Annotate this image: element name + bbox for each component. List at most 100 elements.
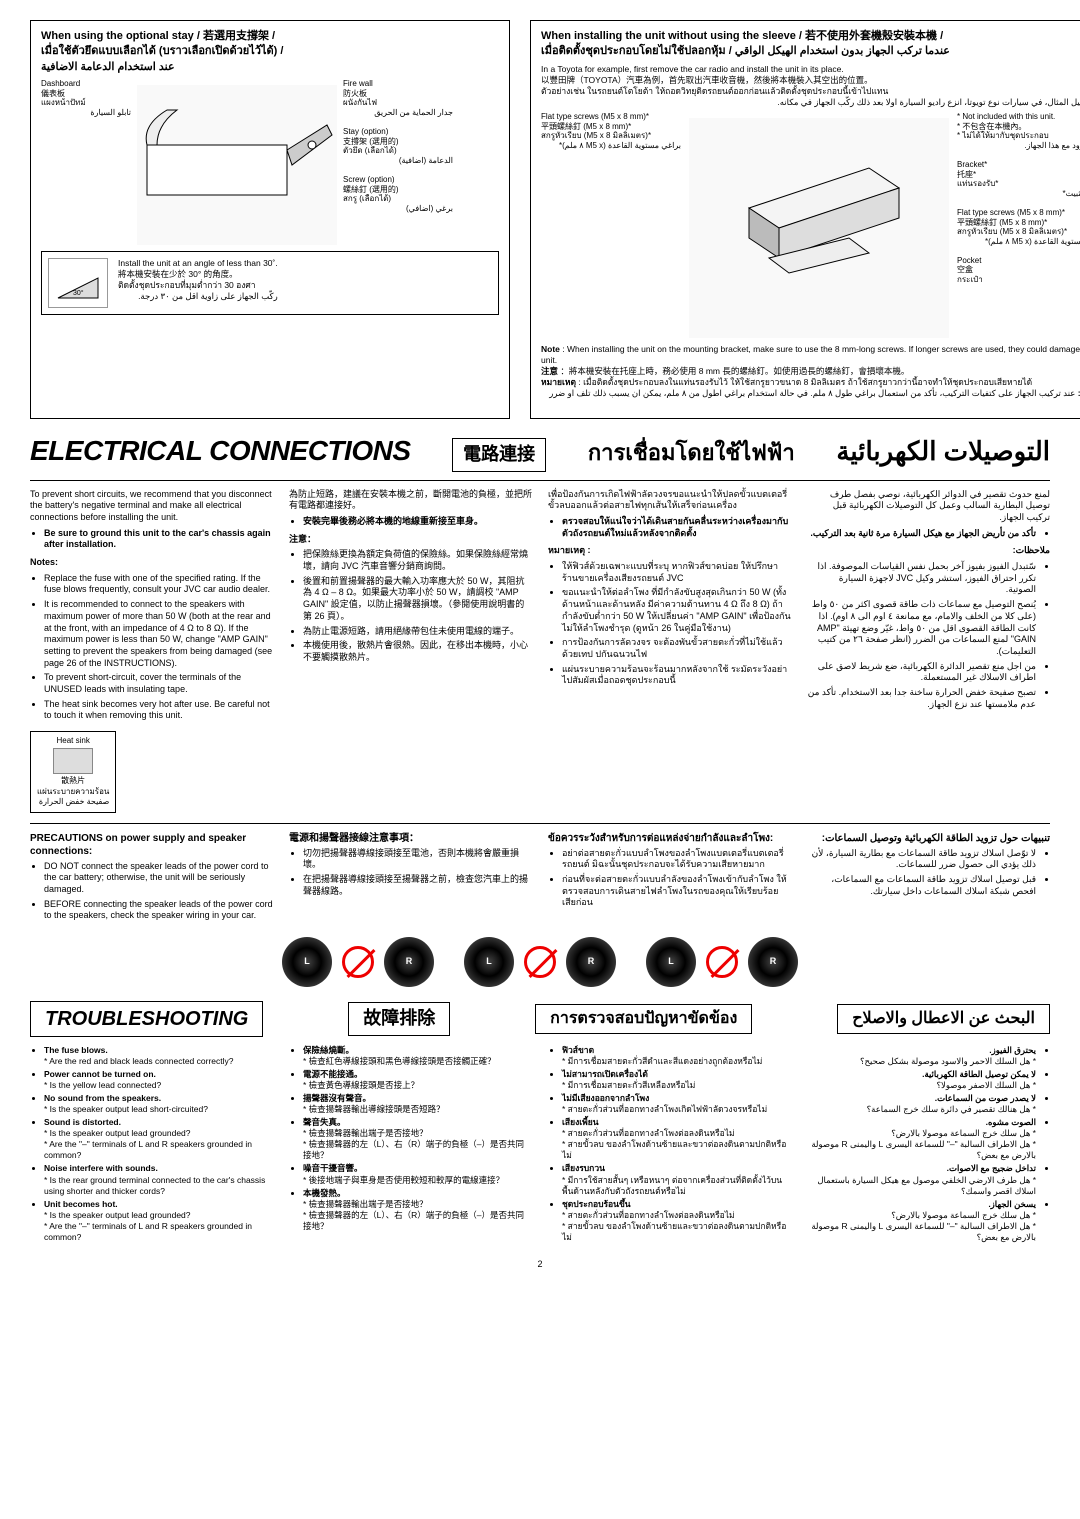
elec-th-notes: ให้ฟิวส์ด้วยเฉพาะแบบที่ระบุ หากฟิวส์ขาดบ… (548, 561, 791, 687)
elec-ar-notes: سّتبدل الفيوز بفيوز آخر بحمل نفس القياسا… (807, 561, 1050, 710)
prec-th: ข้อควรระวังสำหรับการต่อแหล่งจ่ายกำลังและ… (548, 832, 791, 925)
ts-item: يسخن الجهاز.* هل سلك خرج السماعة موصولا … (807, 1199, 1036, 1243)
elec-zh-noteslabel: 注意： (289, 534, 532, 546)
prohibited-icon-2 (524, 946, 556, 978)
ts-h-th: การตรวจสอบปัญหาขัดข้อง (535, 1004, 752, 1035)
ts-item: لا يمكن توصيل الطاقة الكهربائية.* هل الس… (807, 1069, 1036, 1091)
elec-zh-intro: 為防止短路，建議在安裝本機之前，斷開電池的負極，並把所有電路都連接好。 (289, 489, 532, 512)
ts-item: الصوت مشوه.* هل سلك خرج السماعة موصولا ب… (807, 1117, 1036, 1161)
prec-th-items: อย่าต่อสายตะกั่วแบบลำโพงของลำโพงแบตเตอรี… (548, 848, 791, 909)
ts-item: เสียงรบกวน* มีการใช้สายสั้นๆ เหรือหนาๆ ต… (562, 1163, 791, 1196)
elec-th-bold: ตรวจสอบให้แน่ใจว่าได้เดินสายกันคลื่นระหว… (562, 516, 788, 538)
ts-col-en: The fuse blows.* Are the red and black l… (30, 1045, 273, 1245)
page-number: 2 (30, 1259, 1050, 1271)
right-note-block: Note : When installing the unit on the m… (541, 344, 1080, 410)
stay-svg (137, 95, 337, 235)
list-item: BEFORE connecting the speaker leads of t… (44, 899, 273, 922)
list-item: แผ่นระบายความร้อนจะร้อนมากหลังจากใช้ ระม… (562, 664, 791, 687)
ts-item-head: 聲音失真。 (303, 1117, 346, 1127)
ts-item-head: ฟิวส์ขาด (562, 1045, 594, 1055)
list-item: It is recommended to connect to the spea… (44, 599, 273, 669)
ninc-ar: * غير مزود مع هذا الجهاز. (957, 141, 1080, 151)
angle-th: ติดตั้งชุดประกอบที่มุมต่ำกว่า 30 องศา (118, 280, 278, 291)
prec-ar-title: تنبيهات حول تزويد الطاقة الكهربائية وتوص… (807, 832, 1050, 845)
ts-item: 電源不能接通。* 檢查黃色導線接頭是否接上？ (303, 1069, 532, 1091)
spk-pair-3: L R (646, 937, 798, 987)
top-install-panels: When using the optional stay / 若選用支撐架 / … (30, 20, 1050, 419)
lbl-firewall-en: Fire wall (343, 79, 453, 89)
ts-item: Unit becomes hot.* Is the speaker output… (44, 1199, 273, 1243)
ts-item-question: * Is the speaker output lead grounded? (44, 1210, 273, 1221)
angle-icon: 30° (48, 258, 108, 308)
ts-item-question: * Is the rear ground terminal connected … (44, 1175, 273, 1197)
lbl-firewall-th: ผนังกันไฟ (343, 98, 453, 108)
list-item: يُنصح التوصيل مع سماعات ذات طاقة قصوى اك… (807, 599, 1036, 657)
brk-en: Bracket* (957, 160, 1080, 170)
ninc-en: * Not included with this unit. (957, 112, 1080, 122)
rtitle-zh: 若不使用外套機殼安裝本機 (805, 30, 937, 42)
prec-zh-items: 切勿把揚聲器導線接頭接至電池，否則本機將會嚴重損壞。在把揚聲器導線接頭接至揚聲器… (289, 848, 532, 898)
list-item: لا توّصل اسلاك تزويد طاقة السماعات مع بط… (807, 848, 1036, 871)
ts-th-list: ฟิวส์ขาด* มีการเชื่อมสายตะกั่วสีดำและสีแ… (548, 1045, 791, 1243)
ts-h-en: TROUBLESHOOTING (30, 1001, 263, 1037)
list-item: 為防止電源短路，請用絕緣帶包住未使用電線的端子。 (303, 626, 532, 638)
ts-item-head: تداخل ضجيج مع الاصوات. (947, 1163, 1036, 1173)
hs-zh: 散熱片 (37, 776, 109, 786)
lbl-dashboard-th: แผงหน้าปัทม์ (41, 98, 131, 108)
elec-col-th: เพื่อป้องกันการเกิดไฟฟ้าลัดวงจรขอแนะนำให… (548, 489, 791, 813)
elec-en-bold: Be sure to ground this unit to the car's… (44, 528, 271, 550)
rintro-en: In a Toyota for example, first remove th… (541, 64, 1080, 75)
ts-item-question: * هل السلك الاحمر والاسود موصولة بشكل صح… (807, 1056, 1036, 1067)
prec-zh: 電源和揚聲器接線注意事項： 切勿把揚聲器導線接頭接至電池，否則本機將會嚴重損壞。… (289, 832, 532, 925)
ts-item-head: ชุดประกอบร้อนขึ้น (562, 1199, 631, 1209)
ts-item-question: * 檢查黃色導線接頭是否接上？ (303, 1080, 532, 1091)
list-item: การป้องกันการลัดวงจร จะต้องพันขั้วสายตะก… (562, 637, 791, 660)
list-item: ขอแนะนำให้ต่อลำโพง ที่มีกำลังขับสูงสุดเก… (562, 587, 791, 634)
ts-h-zh: 故障排除 (348, 1002, 450, 1035)
list-item: ก่อนที่จะต่อสายตะกั่วแบบลำลังของลำโพงเข้… (562, 874, 791, 909)
ts-item-head: الصوت مشوه. (986, 1117, 1036, 1127)
rintro-zh: 以豐田牌（TOYOTA）汽車為例，首先取出汽車收音機，然後將本機裝入其空出的位置… (541, 75, 1080, 86)
scr-zh: 平頭螺絲釘 (M5 x 8 mm)* (541, 122, 681, 132)
lbl-stay-ar: الدعامة (اضافية) (343, 156, 453, 166)
ts-item-head: Sound is distorted. (44, 1117, 121, 1127)
ts-item-head: ไม่สามารถเปิดเครื่องได้ (562, 1069, 648, 1079)
title-en: When using the optional stay (41, 30, 194, 42)
diagram-sleeve (689, 118, 949, 338)
pkt-th: กระเป๋า (957, 275, 1080, 285)
scr-th: สกรูหัวเรียบ (M5 x 8 มิลลิเมตร)* (541, 131, 681, 141)
ts-item: Sound is distorted.* Is the speaker outp… (44, 1117, 273, 1161)
pkt-en: Pocket (957, 256, 1080, 266)
ts-item: Power cannot be turned on.* Is the yello… (44, 1069, 273, 1091)
ts-item: 本機發熱。* 檢查揚聲器輸出端子是否接地？* 檢查揚聲器的左（L）、右（R）端子… (303, 1188, 532, 1232)
lbl-dashboard-zh: 儀表板 (41, 89, 131, 99)
prec-en-items: DO NOT connect the speaker leads of the … (30, 861, 273, 922)
panel-right-title: When installing the unit without using t… (541, 29, 1080, 60)
ts-item-question: * มีการเชื่อมสายตะกั่วสีเหลืองหรือไม่ (562, 1080, 791, 1091)
ts-item-head: No sound from the speakers. (44, 1093, 161, 1103)
ts-item-head: เสียงเพี้ยน (562, 1117, 599, 1127)
title-th: เมื่อใช้ตัวยึดแบบเลือกได้ (บราวเลือกเปิด… (41, 45, 277, 57)
ts-item-head: 本機發熱。 (303, 1188, 346, 1198)
title-zh: 若選用支撐架 (203, 30, 269, 42)
ts-item-question: * هل الاطراف السالبة "–" للسماعة اليسرى … (807, 1221, 1036, 1243)
svg-text:30°: 30° (73, 289, 84, 297)
ts-item-question: * 檢查紅色導線接頭和黑色導線接頭是否接觸正確？ (303, 1056, 532, 1067)
ts-zh-list: 保險絲燒斷。* 檢查紅色導線接頭和黑色導線接頭是否接觸正確？電源不能接通。* 檢… (289, 1045, 532, 1232)
list-item: The heat sink becomes very hot after use… (44, 699, 273, 722)
ts-item: تداخل ضجيج مع الاصوات. * هل طرف الارضي ال… (807, 1163, 1036, 1196)
rtitle-en: When installing the unit without using t… (541, 30, 796, 42)
lbl-firewall-zh: 防火板 (343, 89, 453, 99)
ts-item-question: * 後接地端子與車身是否使用較短和較厚的電線連接？ (303, 1175, 532, 1186)
ts-item-question: * هل طرف الارضي الخلفي موصول مع هيكل الس… (807, 1175, 1036, 1197)
elec-col-ar: لمنع حدوث تقصير في الدوائر الكهربائية، ن… (807, 489, 1050, 813)
list-item: تصبح صفيحة خفض الحرارة ساخنة جدا بعد الا… (807, 687, 1036, 710)
screws-labels: Flat type screws (M5 x 8 mm)* 平頭螺絲釘 (M5 … (541, 112, 681, 338)
ts-item-question: * สายตะกั่วส่วนที่ออกทางลำโพงต่อลงดินหรื… (562, 1210, 791, 1221)
ts-item: 噪音干擾音響。* 後接地端子與車身是否使用較短和較厚的電線連接？ (303, 1163, 532, 1185)
lbl-screw-en: Screw (option) (343, 175, 453, 185)
ts-item: No sound from the speakers.* Is the spea… (44, 1093, 273, 1115)
scr-en: Flat type screws (M5 x 8 mm)* (541, 112, 681, 122)
ts-item-head: 電源不能接通。 (303, 1069, 363, 1079)
angle-ar: ركّب الجهاز على زاوية اقل من ٣٠ درجة. (118, 291, 278, 302)
